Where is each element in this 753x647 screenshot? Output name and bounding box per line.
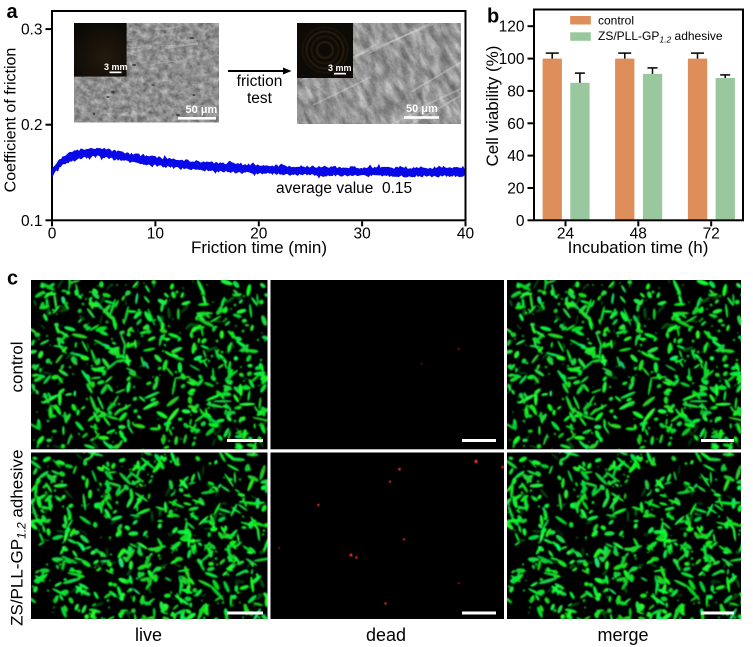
svg-text:3 mm: 3 mm <box>328 63 352 73</box>
svg-text:50 μm: 50 μm <box>186 104 218 116</box>
svg-text:10: 10 <box>147 226 165 243</box>
svg-text:ZS/PLL-GP1.2 adhesive: ZS/PLL-GP1.2 adhesive <box>8 450 29 626</box>
svg-text:test: test <box>247 90 273 107</box>
svg-text:60: 60 <box>507 116 525 133</box>
svg-text:merge: merge <box>597 625 648 645</box>
svg-text:Friction time (min): Friction time (min) <box>191 238 327 257</box>
svg-text:0.3: 0.3 <box>21 22 43 39</box>
svg-text:48: 48 <box>630 226 647 243</box>
svg-text:average value 0.15: average value 0.15 <box>276 180 412 197</box>
svg-text:live: live <box>135 625 162 645</box>
svg-text:40: 40 <box>457 226 475 243</box>
svg-text:control: control <box>8 341 27 392</box>
svg-text:Incubation time (h): Incubation time (h) <box>568 238 709 257</box>
svg-text:80: 80 <box>507 83 525 100</box>
svg-text:ZS/PLL-GP1.2 adhesive: ZS/PLL-GP1.2 adhesive <box>598 29 723 45</box>
svg-text:30: 30 <box>353 226 371 243</box>
svg-text:control: control <box>598 13 634 27</box>
svg-text:dead: dead <box>366 625 406 645</box>
svg-text:Cell viability (%): Cell viability (%) <box>483 46 502 167</box>
svg-text:20: 20 <box>250 226 268 243</box>
svg-text:24: 24 <box>557 226 575 243</box>
svg-text:0.2: 0.2 <box>21 117 43 134</box>
svg-text:b: b <box>487 6 499 28</box>
svg-text:120: 120 <box>499 19 525 36</box>
svg-text:40: 40 <box>507 148 525 165</box>
svg-text:0: 0 <box>516 213 525 230</box>
svg-text:0.1: 0.1 <box>21 213 43 230</box>
svg-text:50 μm: 50 μm <box>406 103 438 115</box>
svg-text:20: 20 <box>507 181 525 198</box>
svg-text:100: 100 <box>499 51 525 68</box>
svg-text:a: a <box>7 1 19 23</box>
svg-text:Coefficient of friction: Coefficient of friction <box>3 48 20 193</box>
svg-text:c: c <box>7 268 18 290</box>
svg-text:3 mm: 3 mm <box>104 62 128 72</box>
svg-text:72: 72 <box>703 226 720 243</box>
svg-text:0: 0 <box>48 226 57 243</box>
svg-text:friction: friction <box>237 73 283 90</box>
